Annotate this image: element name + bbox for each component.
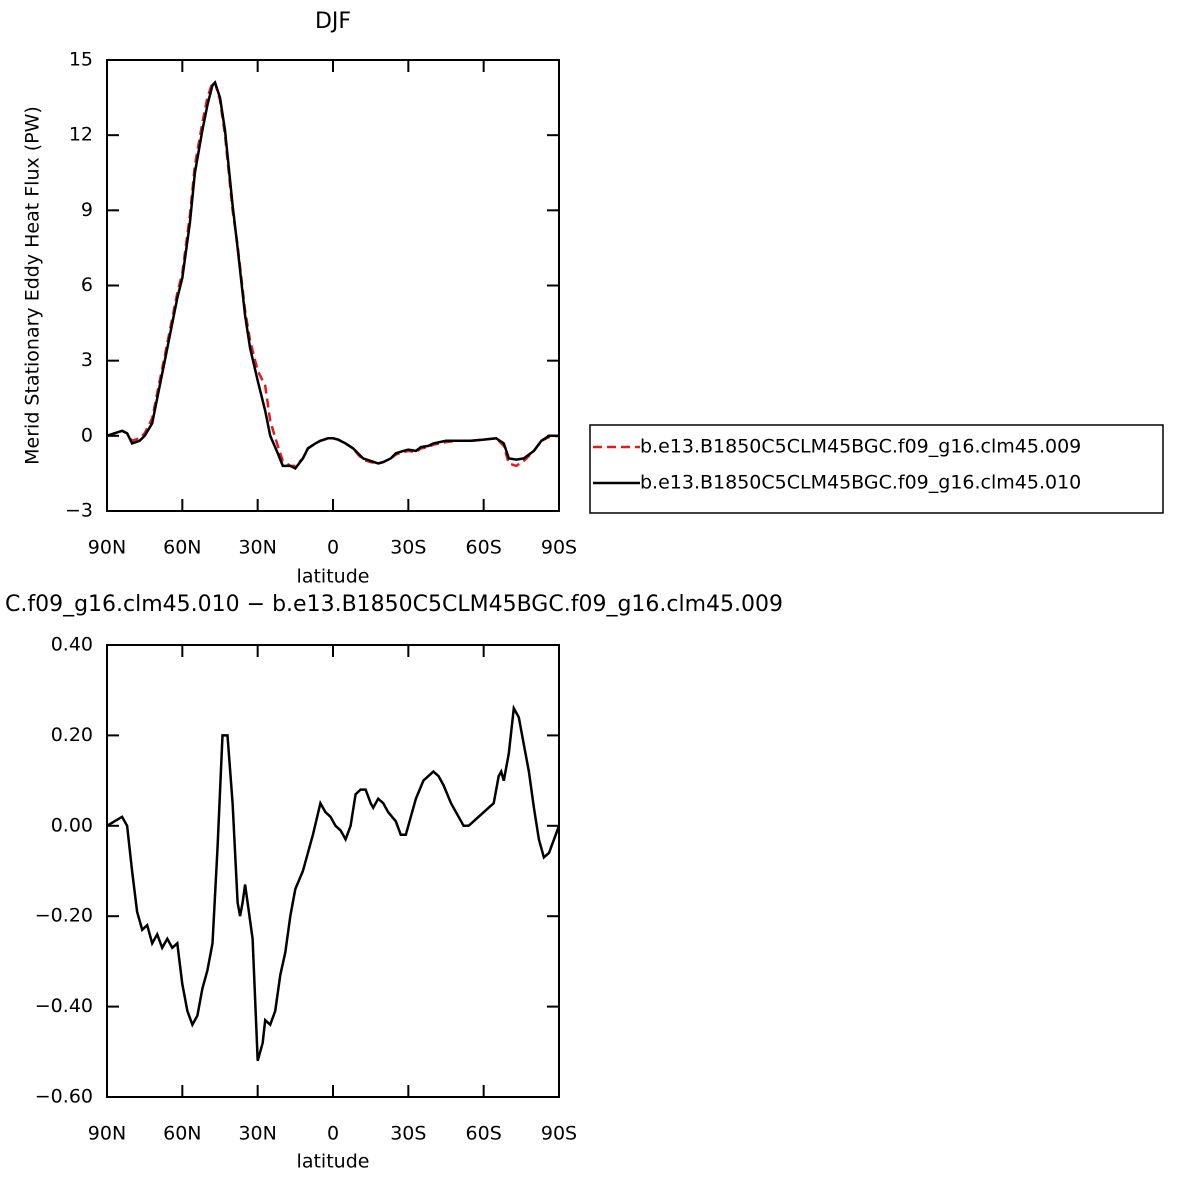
x-tick-label: 60S: [466, 537, 502, 559]
x-tick-label: 30N: [238, 1123, 276, 1145]
x-tick-label: 0: [327, 1123, 339, 1145]
y-tick-label: 6: [81, 274, 93, 296]
legend-box: [589, 424, 1164, 514]
y-tick-label: 0.00: [51, 814, 93, 836]
x-axis-label: latitude: [297, 566, 370, 588]
y-tick-label: 12: [69, 124, 93, 146]
y-tick-label: 0.40: [51, 634, 93, 656]
data-line: [106, 80, 559, 470]
y-tick-label: −0.20: [35, 905, 93, 927]
x-tick-label: 90N: [88, 537, 126, 559]
legend-label: b.e13.B1850C5CLM45BGC.f09_g16.clm45.010: [640, 472, 1081, 494]
legend-label: b.e13.B1850C5CLM45BGC.f09_g16.clm45.009: [640, 436, 1081, 458]
chart-title: C.f09_g16.clm45.010 − b.e13.B1850C5CLM45…: [5, 592, 783, 617]
y-tick-label: 15: [69, 49, 93, 71]
x-tick-label: 60S: [466, 1123, 502, 1145]
x-tick-label: 60N: [163, 537, 201, 559]
data-line: [106, 704, 561, 1062]
y-tick-label: 9: [81, 199, 93, 221]
plot-frame: [106, 59, 560, 512]
x-axis-label: latitude: [297, 1151, 370, 1173]
x-tick-label: 60N: [163, 1123, 201, 1145]
y-tick-label: −0.60: [35, 1086, 93, 1108]
plot-frame: [106, 644, 560, 1098]
y-axis-label: Merid Stationary Eddy Heat Flux (PW): [22, 106, 44, 465]
x-tick-label: 90S: [541, 537, 577, 559]
y-tick-label: −3: [65, 500, 93, 522]
x-tick-label: 30S: [390, 537, 426, 559]
y-tick-label: 0.20: [51, 724, 93, 746]
y-tick-label: 3: [81, 349, 93, 371]
x-tick-label: 30S: [390, 1123, 426, 1145]
chart-title: DJF: [315, 9, 351, 34]
x-tick-label: 30N: [238, 537, 276, 559]
y-tick-label: −0.40: [35, 995, 93, 1017]
y-tick-label: 0: [81, 424, 93, 446]
x-tick-label: 90N: [88, 1123, 126, 1145]
x-tick-label: 90S: [541, 1123, 577, 1145]
data-line: [106, 81, 560, 468]
x-tick-label: 0: [327, 537, 339, 559]
